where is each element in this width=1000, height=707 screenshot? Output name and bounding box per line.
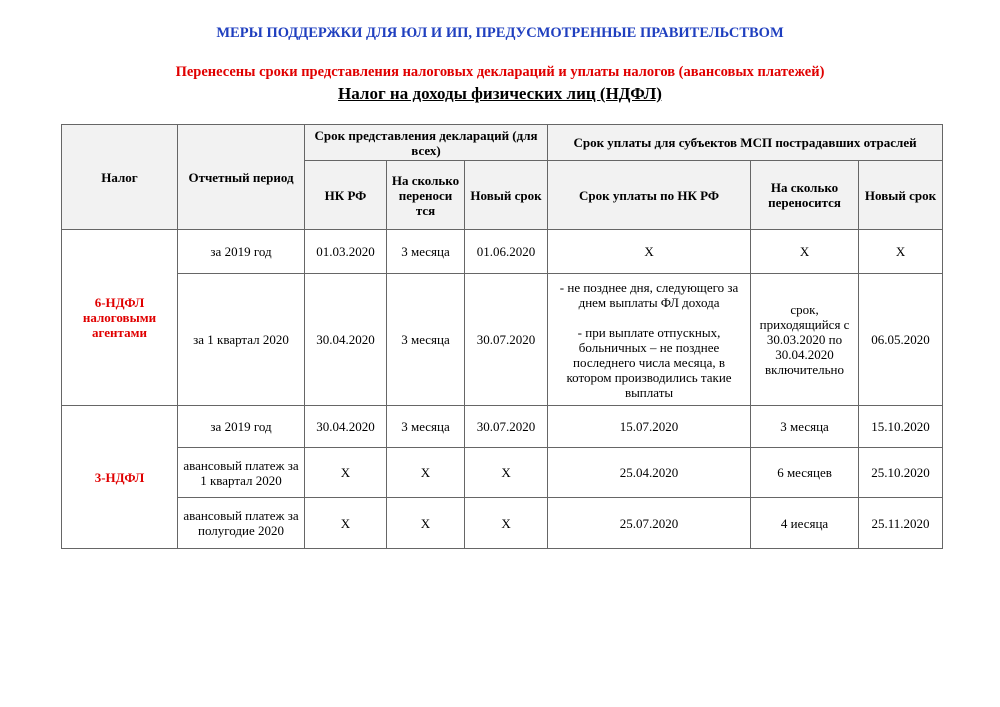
- period-cell: за 2019 год: [177, 405, 305, 448]
- pay-shift-cell: X: [750, 229, 860, 274]
- decl-shift-cell: X: [386, 447, 465, 498]
- header-pay-nk: Срок уплаты по НК РФ: [547, 160, 752, 230]
- header-tax: Налог: [61, 124, 178, 230]
- pay-nk-cell: 25.04.2020: [547, 447, 752, 498]
- subtitle: Перенесены сроки представления налоговых…: [175, 64, 825, 80]
- tax-name: 6-НДФЛ налоговыми агентами: [61, 229, 178, 406]
- table-row: 3-НДФЛ за 2019 год 30.04.2020 3 месяца 3…: [61, 405, 944, 549]
- pay-new-cell: 06.05.2020: [858, 273, 944, 406]
- table-row: 6-НДФЛ налоговыми агентами за 2019 год 0…: [61, 229, 944, 406]
- pay-new-cell: X: [858, 229, 944, 274]
- pay-shift-cell: 3 месяца: [750, 405, 860, 448]
- decl-nk-cell: 01.03.2020: [304, 229, 387, 274]
- decl-nk-cell: 30.04.2020: [304, 405, 387, 448]
- decl-new-cell: X: [463, 447, 549, 498]
- period-cell: за 2019 год: [177, 229, 305, 274]
- pay-shift-cell: срок, приходящийся с 30.03.2020 по 30.04…: [750, 273, 860, 406]
- ndfl-table: Налог Отчетный период Срок представления…: [61, 124, 944, 549]
- header-pay-shift: На сколько переносится: [750, 160, 860, 230]
- decl-new-cell: 01.06.2020: [463, 229, 549, 274]
- pay-nk-cell: - не позднее дня, следующего за днем вып…: [547, 273, 752, 406]
- decl-shift-cell: 3 месяца: [386, 273, 465, 406]
- pay-shift-cell: 4 иесяца: [750, 497, 860, 549]
- pay-nk-cell: 25.07.2020: [547, 497, 752, 549]
- header-decl-shift: На сколько переноси тся: [386, 160, 465, 230]
- decl-new-cell: X: [463, 497, 549, 549]
- table-row: авансовый платеж за полугодие 2020 X X X…: [62, 497, 944, 549]
- decl-nk-cell: X: [304, 497, 387, 549]
- main-title: МЕРЫ ПОДДЕРЖКИ ДЛЯ ЮЛ И ИП, ПРЕДУСМОТРЕН…: [216, 25, 784, 41]
- decl-shift-cell: 3 месяца: [386, 229, 465, 274]
- table-row: авансовый платеж за 1 квартал 2020 X X X…: [62, 447, 944, 498]
- decl-shift-cell: 3 месяца: [386, 405, 465, 448]
- period-cell: за 1 квартал 2020: [177, 273, 305, 406]
- tax-name: 3-НДФЛ: [61, 405, 178, 549]
- decl-nk-cell: 30.04.2020: [304, 273, 387, 406]
- decl-shift-cell: X: [386, 497, 465, 549]
- decl-nk-cell: X: [304, 447, 387, 498]
- header-decl-nk: НК РФ: [304, 160, 387, 230]
- pay-shift-cell: 6 месяцев: [750, 447, 860, 498]
- table-row: за 1 квартал 2020 30.04.2020 3 месяца 30…: [62, 273, 944, 406]
- header-period: Отчетный период: [177, 124, 305, 230]
- header-declaration-group: Срок представления деклараций (для всех): [303, 124, 549, 161]
- section-title: Налог на доходы физических лиц (НДФЛ): [338, 84, 662, 103]
- pay-nk-cell: 15.07.2020: [547, 405, 752, 448]
- pay-new-cell: 25.10.2020: [858, 447, 944, 498]
- period-cell: авансовый платеж за 1 квартал 2020: [177, 447, 305, 498]
- period-cell: авансовый платеж за полугодие 2020: [177, 497, 305, 549]
- pay-new-cell: 25.11.2020: [858, 497, 944, 549]
- header-decl-new: Новый срок: [463, 160, 549, 230]
- decl-new-cell: 30.07.2020: [463, 273, 549, 406]
- pay-new-cell: 15.10.2020: [858, 405, 944, 448]
- header-pay-new: Новый срок: [858, 160, 944, 230]
- header-payment-group: Срок уплаты для субъектов МСП пострадавш…: [547, 124, 944, 161]
- pay-nk-cell: X: [547, 229, 752, 274]
- decl-new-cell: 30.07.2020: [463, 405, 549, 448]
